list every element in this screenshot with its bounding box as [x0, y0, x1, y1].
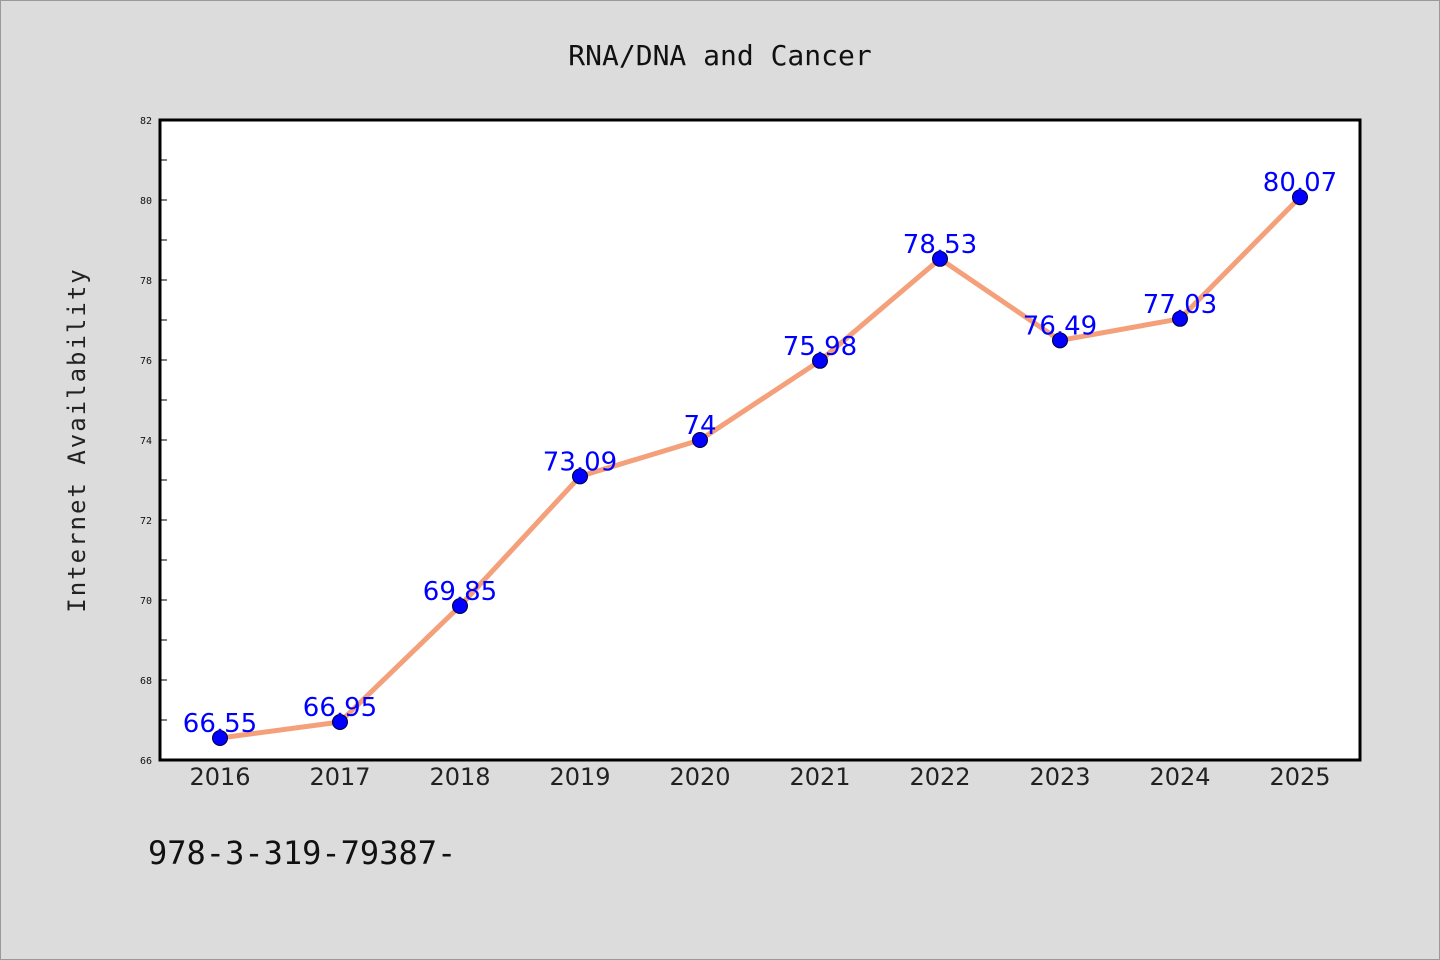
x-tick-label: 2017 — [309, 763, 370, 791]
data-label: 77.03 — [1143, 290, 1217, 320]
data-label: 75.98 — [783, 332, 857, 362]
y-axis-ticks: 66 68 70 72 74 76 78 80 82 — [140, 116, 167, 767]
data-label: 69.85 — [423, 577, 497, 607]
data-point — [332, 714, 348, 730]
plot-area — [158, 118, 1362, 762]
y-tick-label: 74 — [140, 436, 152, 447]
data-label: 76.49 — [1023, 311, 1097, 341]
x-tick-label: 2025 — [1269, 763, 1330, 791]
data-point — [932, 250, 948, 267]
chart-title: RNA/DNA and Cancer — [568, 39, 871, 72]
y-tick-label: 68 — [140, 676, 152, 687]
data-point — [812, 352, 828, 369]
data-label: 78.53 — [903, 230, 977, 260]
series-line — [217, 194, 1303, 741]
data-point — [1052, 332, 1068, 349]
data-point — [452, 598, 468, 614]
data-point — [692, 432, 708, 448]
x-tick-label: 2023 — [1029, 763, 1090, 791]
data-point — [572, 468, 588, 485]
y-tick-label: 82 — [140, 116, 152, 127]
y-tick-label: 76 — [140, 356, 152, 367]
data-points — [212, 189, 1308, 746]
y-tick-label: 72 — [140, 516, 152, 527]
series-line-group — [217, 194, 1303, 741]
footer-code: 978-3-319-79387- — [148, 834, 456, 872]
y-axis-label: Internet Availability — [63, 267, 91, 612]
data-point — [212, 730, 228, 746]
data-point — [1292, 189, 1308, 206]
data-label: 74 — [683, 411, 716, 441]
x-axis-ticks: 2016 2017 2018 2019 2020 2021 2022 2023 2024 2025 — [189, 763, 1330, 791]
data-label: 73.09 — [543, 447, 617, 477]
y-tick-label: 70 — [140, 596, 152, 607]
y-tick-label: 80 — [140, 196, 152, 207]
x-tick-label: 2018 — [429, 763, 490, 791]
data-label: 80.07 — [1263, 168, 1337, 198]
data-point — [1172, 310, 1188, 327]
x-tick-label: 2021 — [789, 763, 850, 791]
data-labels: 66.55 66.95 69.85 73.09 74 75.98 78.53 76.49 77.… — [183, 168, 1337, 739]
x-tick-label: 2024 — [1149, 763, 1210, 791]
x-tick-label: 2016 — [189, 763, 250, 791]
x-tick-label: 2022 — [909, 763, 970, 791]
y-tick-label: 66 — [140, 756, 152, 767]
data-label: 66.95 — [303, 693, 377, 723]
y-tick-label: 78 — [140, 276, 152, 287]
x-tick-label: 2020 — [669, 763, 730, 791]
data-label: 66.55 — [183, 709, 257, 739]
x-tick-label: 2019 — [549, 763, 610, 791]
